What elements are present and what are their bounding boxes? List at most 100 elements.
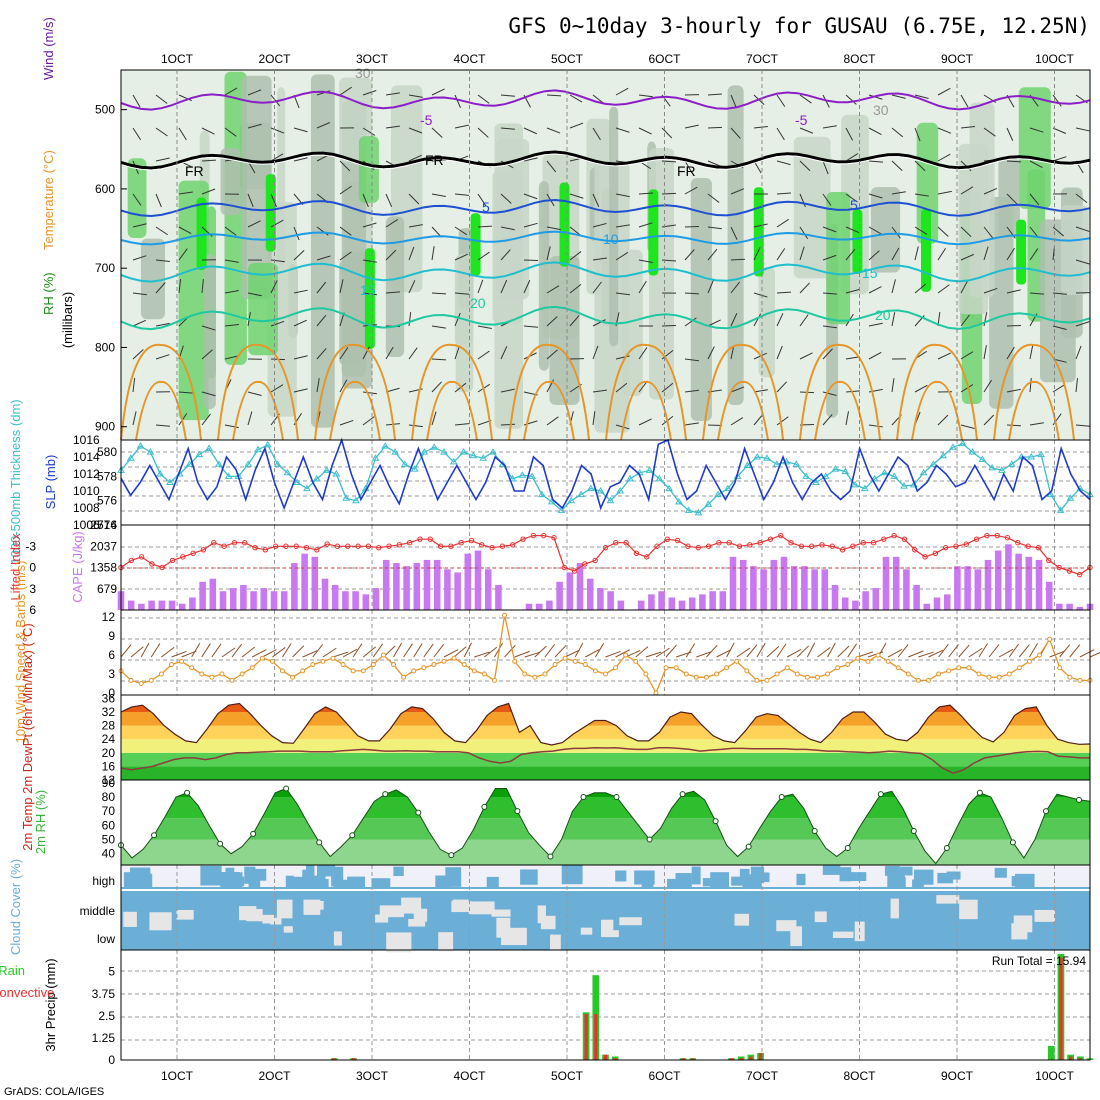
li-marker bbox=[736, 543, 743, 549]
wind-barb bbox=[523, 157, 538, 162]
wind-barb-10m bbox=[282, 643, 292, 658]
wind-speed-marker bbox=[360, 668, 366, 674]
wind-barb bbox=[362, 90, 377, 96]
y-tick-label: 2716 bbox=[90, 518, 117, 532]
cross-legend-label: Temperature (°C) bbox=[41, 150, 56, 250]
li-marker bbox=[973, 536, 980, 542]
wind-speed-marker bbox=[451, 655, 457, 661]
wind-barb bbox=[385, 219, 399, 228]
wind-barb bbox=[408, 246, 415, 261]
wind-barb bbox=[569, 94, 583, 103]
wind-barb bbox=[500, 423, 516, 426]
wind-speed-marker bbox=[340, 662, 346, 668]
isotherm-30 bbox=[717, 381, 769, 441]
wind-barb bbox=[960, 314, 970, 327]
rh-axis-label: 2m RH (%) bbox=[33, 790, 48, 854]
wind-barb bbox=[247, 391, 262, 397]
y-tick-label: 900 bbox=[95, 420, 115, 434]
wind-barb-10m bbox=[827, 642, 836, 658]
wind-barb bbox=[247, 123, 262, 129]
mid-low-cloud-block bbox=[619, 917, 642, 926]
thickness-marker bbox=[929, 460, 938, 467]
wind-barb bbox=[684, 124, 699, 129]
contour-label: 20 bbox=[875, 307, 891, 323]
wind-barb bbox=[454, 94, 461, 109]
wind-barb bbox=[224, 259, 239, 263]
y-tick-label: 3 bbox=[108, 667, 115, 681]
li-marker bbox=[1025, 543, 1031, 549]
wind-barb bbox=[845, 226, 860, 233]
wind-barb bbox=[707, 193, 720, 203]
wind-barb bbox=[316, 226, 329, 236]
wind-barb bbox=[845, 390, 860, 393]
mid-low-cloud-block bbox=[283, 926, 293, 933]
wind-barb bbox=[247, 89, 262, 96]
wind-barb bbox=[937, 87, 951, 96]
rh-band bbox=[277, 87, 286, 266]
thickness-marker bbox=[919, 468, 928, 476]
wind-speed-marker bbox=[502, 612, 508, 618]
wind-barb bbox=[615, 382, 628, 393]
wind-barb bbox=[1006, 247, 1015, 261]
wind-barb bbox=[408, 312, 412, 327]
wind-barb bbox=[132, 255, 147, 261]
cape-bar bbox=[586, 578, 594, 610]
wind-barb bbox=[224, 127, 237, 137]
li-marker bbox=[819, 542, 825, 548]
li-marker bbox=[644, 554, 650, 560]
wind-barb bbox=[408, 424, 423, 428]
wind-barb bbox=[500, 193, 512, 204]
wind-barb-10m bbox=[494, 642, 503, 658]
precip-convective-bar bbox=[729, 1058, 734, 1060]
wind-barb bbox=[362, 346, 370, 360]
contour-label: 30 bbox=[355, 65, 371, 81]
wind-barb bbox=[684, 225, 700, 228]
wind-barb bbox=[960, 384, 974, 393]
thickness-marker bbox=[968, 448, 977, 455]
wind-barb bbox=[569, 193, 584, 199]
wind-barb bbox=[845, 94, 857, 105]
wind-barb-10m bbox=[262, 649, 277, 658]
wind-speed-marker bbox=[996, 674, 1002, 680]
wind-barb bbox=[408, 224, 423, 228]
y-tick-label: 3 bbox=[29, 582, 36, 596]
cape-bar bbox=[240, 584, 247, 610]
wind-barb bbox=[362, 222, 377, 228]
wind-barb-10m bbox=[847, 643, 858, 658]
wind-barb bbox=[155, 94, 168, 104]
wind-barb bbox=[339, 185, 352, 195]
wind-barb bbox=[408, 154, 422, 162]
wind-barb-10m bbox=[241, 646, 256, 658]
li-marker bbox=[633, 550, 640, 557]
y-tick-label: middle bbox=[80, 904, 116, 918]
wind-barb bbox=[1075, 193, 1088, 204]
thickness-marker bbox=[342, 494, 351, 501]
wind-barb bbox=[523, 222, 538, 228]
li-marker bbox=[520, 536, 526, 542]
wind-barb-10m bbox=[140, 642, 150, 658]
isotherm-5 bbox=[120, 198, 1091, 218]
cape-bar bbox=[229, 588, 237, 610]
wind-barb bbox=[132, 127, 142, 141]
cape-bar bbox=[148, 600, 155, 610]
rh-marker bbox=[250, 830, 257, 837]
thickness-marker bbox=[723, 484, 732, 492]
wind-barb bbox=[615, 127, 630, 133]
wind-barb bbox=[132, 292, 147, 296]
wind-barb bbox=[937, 414, 949, 426]
li-marker bbox=[262, 547, 269, 553]
wind-barb bbox=[868, 424, 883, 428]
thickness-marker bbox=[606, 496, 615, 504]
li-marker bbox=[726, 540, 732, 546]
thickness-marker bbox=[469, 451, 478, 459]
wind-speed-marker bbox=[269, 658, 275, 664]
rh-marker bbox=[481, 803, 488, 810]
mid-low-cloud-block bbox=[959, 899, 978, 920]
rh-band bbox=[1060, 205, 1089, 295]
wind-speed-marker bbox=[623, 652, 629, 658]
thickness-marker bbox=[860, 484, 869, 492]
wind-speed-marker bbox=[542, 671, 548, 677]
isotherm-25 bbox=[605, 343, 687, 441]
y-tick-label: 32 bbox=[102, 705, 116, 719]
wind-barb-10m bbox=[393, 642, 402, 658]
